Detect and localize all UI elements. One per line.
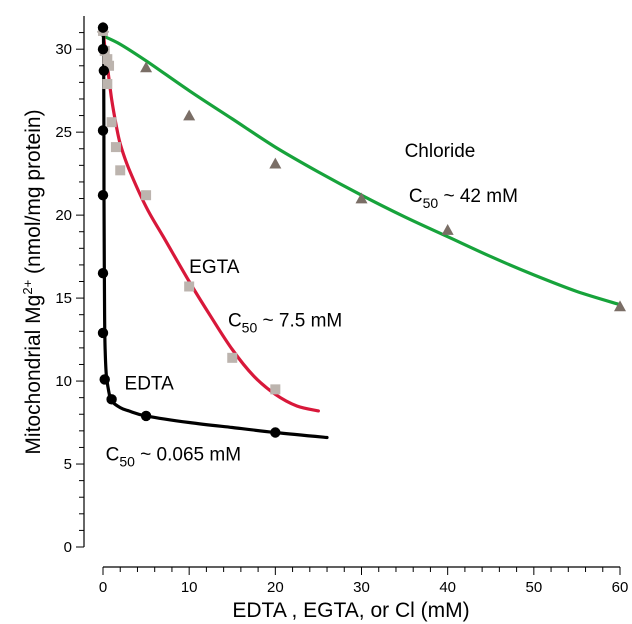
marker-edta xyxy=(97,43,109,55)
y-axis-title-main: Mitochondrial Mg xyxy=(22,295,45,455)
egta-c50-sub: 50 xyxy=(242,319,258,335)
chloride-label: Chloride xyxy=(405,141,476,162)
fit-line-chloride xyxy=(101,34,622,307)
fit-line-egta xyxy=(101,27,320,413)
x-tick-label: 40 xyxy=(439,579,456,596)
x-axis-title: EDTA , EGTA, or Cl (mM) xyxy=(232,599,469,622)
axes xyxy=(83,16,620,568)
marker-egta xyxy=(110,142,121,153)
x-tick-label: 20 xyxy=(267,579,284,596)
marker-edta xyxy=(106,394,117,405)
marker-chloride xyxy=(140,61,153,73)
x-tick-label: 0 xyxy=(99,579,107,596)
chloride-c50: C50 ~ 42 mM xyxy=(409,186,518,211)
y-tick-label: 20 xyxy=(55,207,72,224)
marker-chloride xyxy=(269,157,282,169)
marker-egta xyxy=(102,79,113,90)
fit-line-edta xyxy=(101,26,329,440)
marker-egta xyxy=(115,165,126,176)
edta-c50-base: C xyxy=(106,445,120,466)
marker-edta xyxy=(99,374,110,385)
edta-label: EDTA xyxy=(125,373,175,394)
marker-egta xyxy=(104,60,115,71)
y-tick-label: 25 xyxy=(55,124,72,141)
marker-egta xyxy=(184,281,195,292)
y-tick-label: 0 xyxy=(64,539,72,556)
y-tick-label: 10 xyxy=(55,373,72,390)
chloride-c50-base: C xyxy=(409,186,423,207)
marker-egta xyxy=(141,190,152,201)
marker-chloride xyxy=(614,300,626,312)
marker-egta xyxy=(102,54,113,65)
marker-chloride xyxy=(441,224,454,235)
marker-edta xyxy=(97,190,109,201)
egta-c50-base: C xyxy=(228,310,242,331)
marker-edta xyxy=(270,427,281,438)
x-tick-label: 50 xyxy=(525,579,542,596)
egta-label: EGTA xyxy=(189,257,240,278)
y-tick-label: 15 xyxy=(55,290,72,307)
marker-egta xyxy=(227,352,238,363)
x-tick-label: 60 xyxy=(612,579,629,596)
marker-edta xyxy=(140,410,152,422)
edta-c50-sub: 50 xyxy=(119,454,135,470)
chloride-c50-sub: 50 xyxy=(423,195,439,211)
marker-edta xyxy=(97,22,109,33)
marker-edta xyxy=(97,327,109,339)
marker-egta xyxy=(106,117,117,128)
egta-c50: C50 ~ 7.5 mM xyxy=(228,310,342,335)
edta-c50: C50 ~ 0.065 mM xyxy=(106,445,241,470)
y-axis-title: Mitochondrial Mg2+ (nmol/mg protein) xyxy=(20,109,45,454)
marker-chloride xyxy=(355,192,368,204)
x-tick-label: 30 xyxy=(353,579,370,596)
marker-edta xyxy=(97,268,109,279)
x-tick-label: 10 xyxy=(181,579,198,596)
y-axis-title-sup: 2+ xyxy=(20,280,35,295)
marker-edta xyxy=(98,65,110,76)
y-tick-label: 5 xyxy=(64,456,72,473)
y-tick-label: 30 xyxy=(55,41,72,58)
chloride-c50-rest: ~ 42 mM xyxy=(438,186,518,207)
y-axis-title-rest: (nmol/mg protein) xyxy=(22,109,45,279)
marker-egta xyxy=(270,384,281,395)
egta-c50-rest: ~ 7.5 mM xyxy=(257,310,342,331)
data-markers xyxy=(97,21,626,438)
fit-curves xyxy=(101,26,622,440)
edta-c50-rest: ~ 0.065 mM xyxy=(135,445,241,466)
marker-edta xyxy=(97,125,109,136)
marker-chloride xyxy=(183,109,196,121)
ticks: 0 5 10 15 20 25 30 0 10 20 30 40 50 60 xyxy=(55,32,629,596)
